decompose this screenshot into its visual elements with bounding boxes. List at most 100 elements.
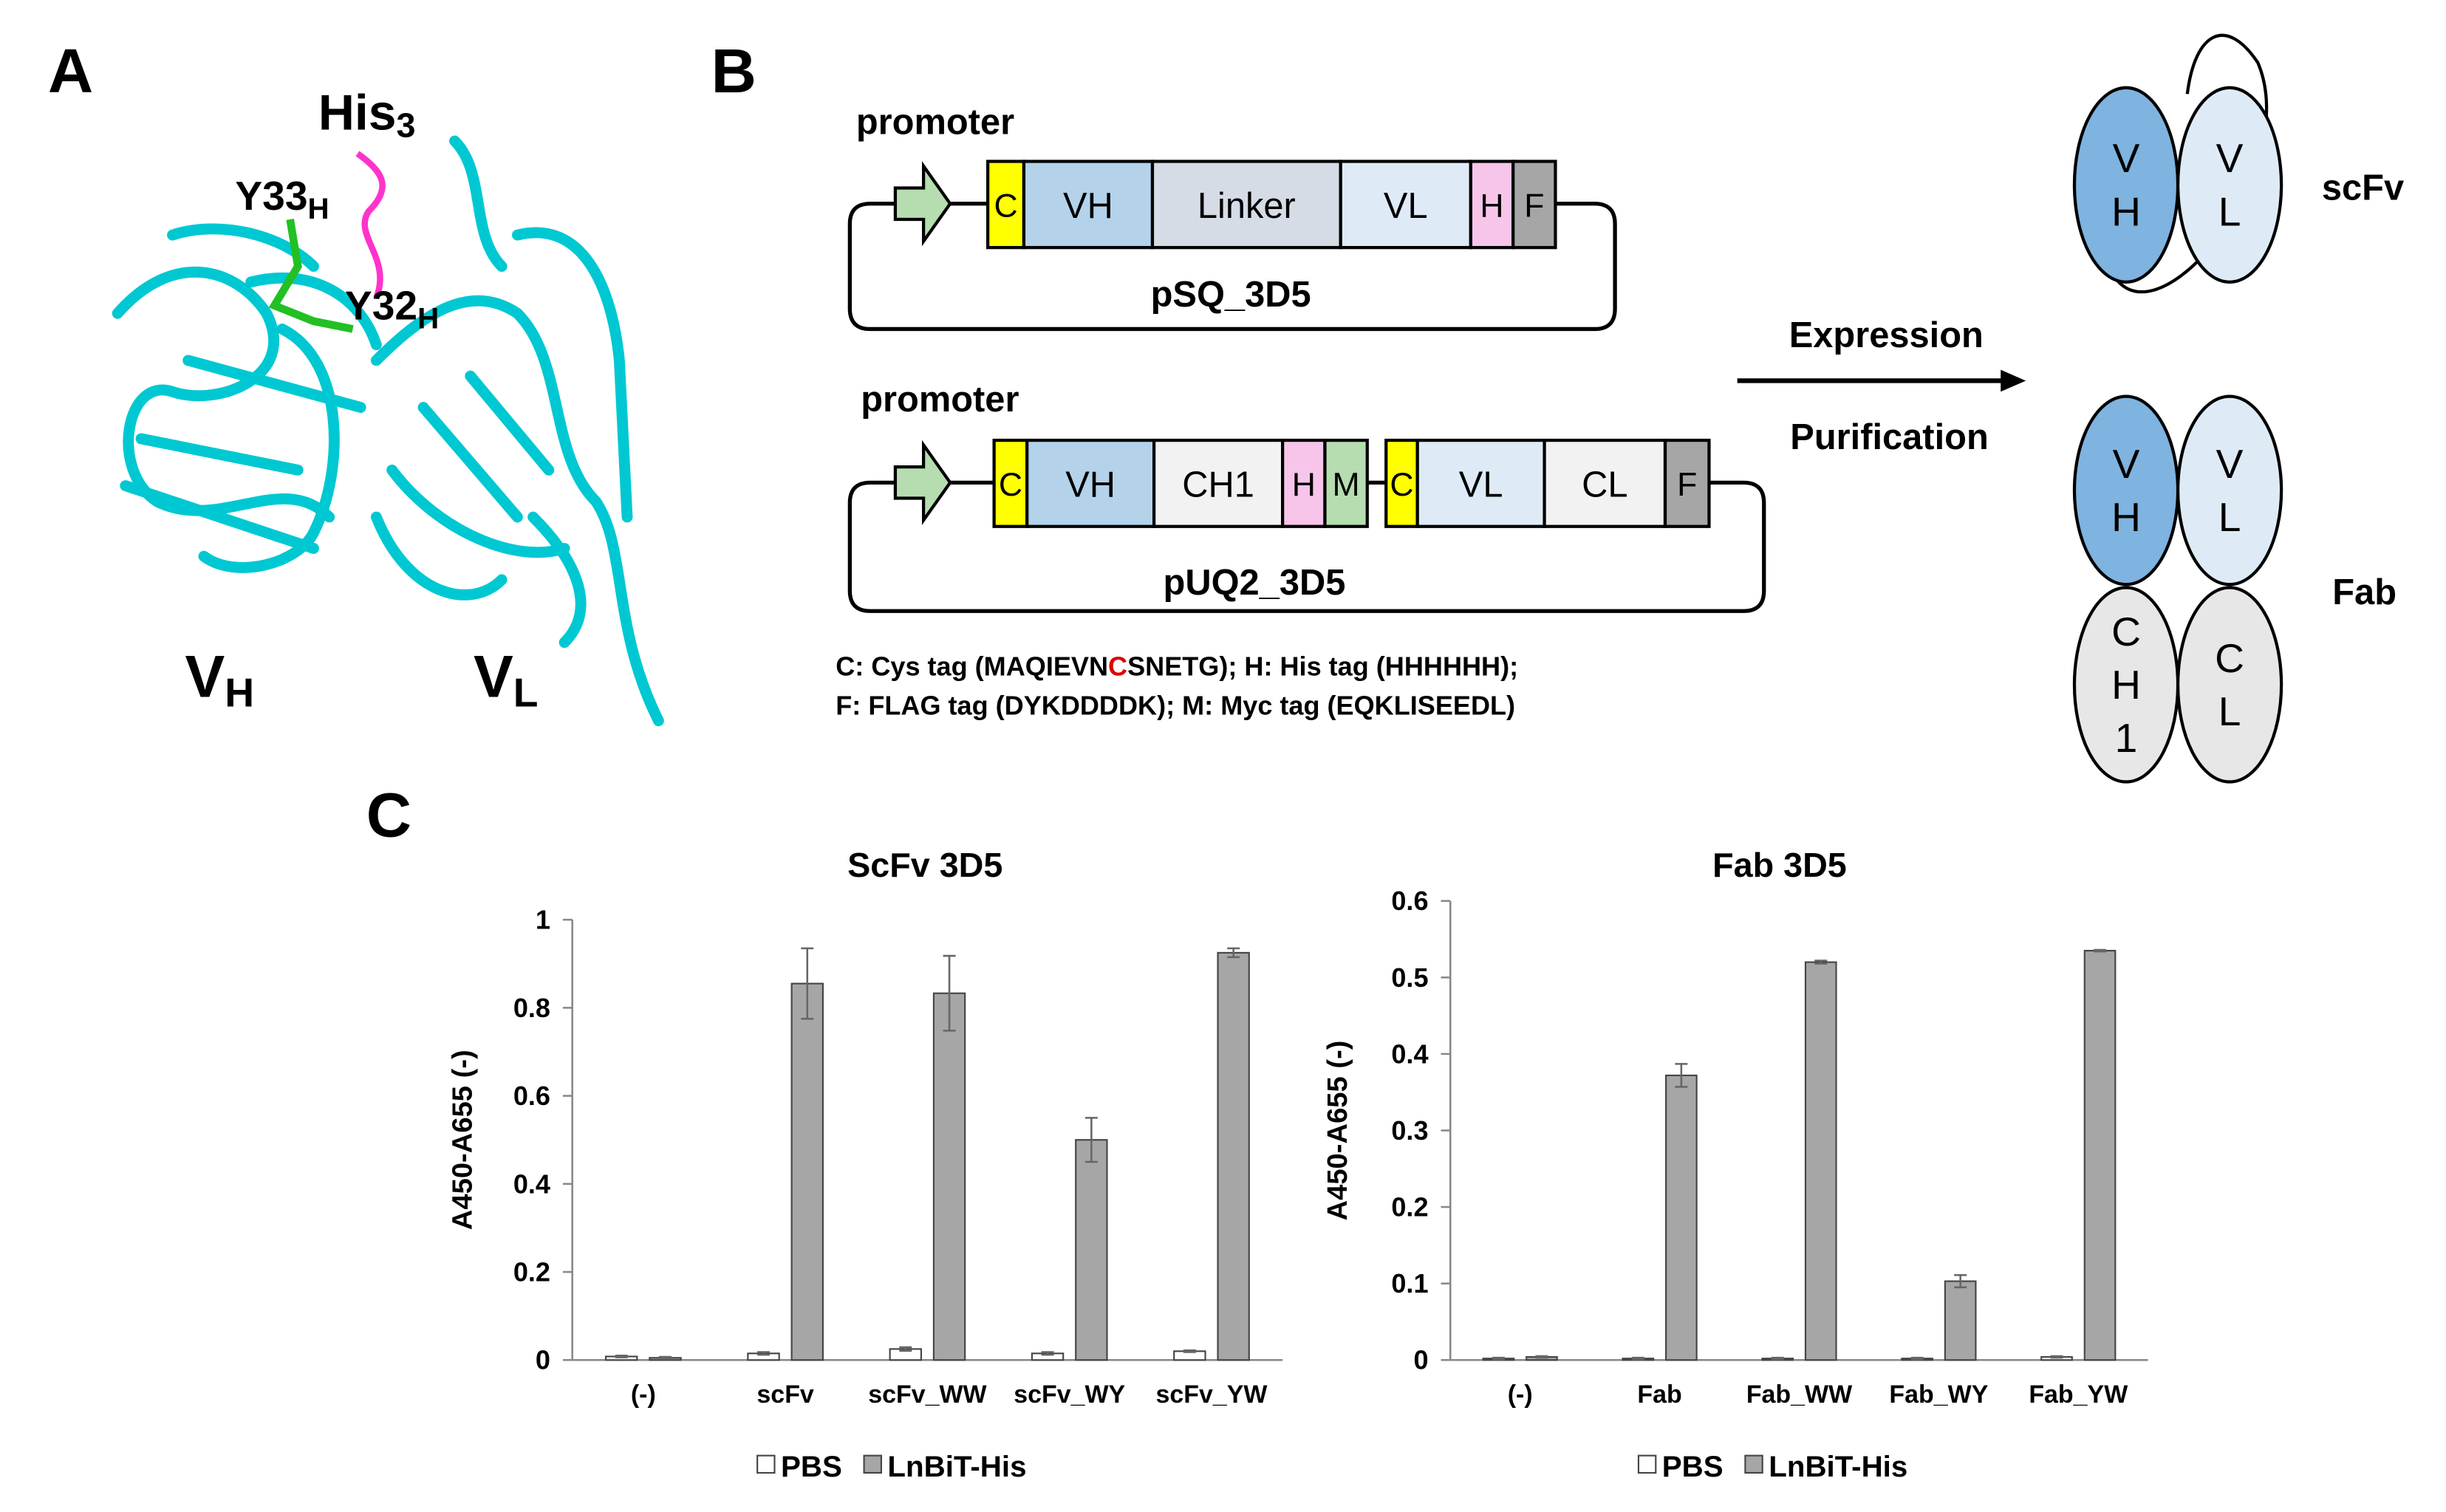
formats: V HV LV HV LC H 1C L (2072, 86, 2283, 784)
y-tick-label: 0 (1413, 1345, 1428, 1375)
segment (1339, 160, 1472, 250)
error-bar (1227, 947, 1240, 959)
legend-label: LnBiT-His (887, 1450, 1026, 1483)
charts: ScFv 3D5 A450-A655 (-) 0 0.2 0.4 0.6 0.8 1 (-) sc… (447, 846, 2148, 1483)
segment-label: F (1524, 188, 1544, 224)
segment-label: H (1292, 467, 1316, 503)
domain (2176, 394, 2283, 586)
legend-label: PBS (1662, 1450, 1724, 1483)
legend-label: PBS (781, 1450, 842, 1483)
legend-part: C (1108, 651, 1127, 681)
tag-legend-line: F: FLAG tag (DYKDDDDK); M: Myc tag (EQKL… (836, 690, 1515, 720)
y-tick-label: 0.3 (1391, 1115, 1428, 1146)
error-bar (1910, 1356, 1924, 1361)
error-bar (1492, 1356, 1505, 1361)
residue-label: Y32H (345, 283, 439, 335)
segment (1543, 438, 1667, 528)
domain-label: VH (185, 643, 254, 715)
segment-label: VL (1384, 186, 1428, 226)
segments: C VH Linker VL H FC VH CH1 H M C VL CL F (986, 160, 1711, 528)
bar (790, 982, 824, 1361)
y-tick-label: 0.1 (1391, 1268, 1428, 1299)
error-bar (1084, 1117, 1098, 1163)
segment-label: VL (1459, 465, 1503, 505)
bar (1944, 1280, 1977, 1361)
error-bar (899, 1346, 912, 1352)
label-sub: H (308, 192, 329, 225)
domain-letter: L (2218, 188, 2241, 234)
segment-label: F (1677, 467, 1697, 503)
bar (1665, 1074, 1698, 1361)
segment (1663, 438, 1711, 528)
label-base: Y32 (345, 283, 417, 329)
plasmid-name: pUQ2_3D5 (1164, 563, 1346, 603)
segment-label: C (1390, 467, 1413, 503)
domain-letter: V (2113, 135, 2140, 181)
error-bar (1954, 1273, 1967, 1289)
x-tick-label: (-) (631, 1381, 656, 1409)
x-tick-label: Fab (1637, 1381, 1681, 1409)
segment-label: VH (1063, 186, 1113, 226)
domain-label: VL (474, 643, 539, 715)
process-step: Expression (1789, 315, 1984, 355)
promoter-arrow (893, 439, 952, 525)
segment-label: H (1480, 188, 1503, 224)
promoter-arrow (893, 161, 952, 247)
error-bar (1675, 1063, 1688, 1088)
segment (1323, 438, 1369, 528)
segment (1281, 438, 1327, 528)
error-bar (1771, 1356, 1784, 1361)
legend-part: C: Cys tag (MAQIEVN (836, 651, 1108, 681)
domain-letter: H (2111, 494, 2141, 540)
segment (1511, 160, 1557, 250)
y-tick-label: 0.5 (1391, 962, 1428, 993)
promoter-label: promoter (861, 380, 1019, 420)
panel-label: B (711, 35, 756, 106)
legend-swatch (1744, 1454, 1763, 1474)
x-tick-label: scFv (756, 1381, 814, 1409)
bar (1804, 961, 1837, 1361)
bar (932, 992, 966, 1361)
domain (2176, 586, 2283, 784)
segment-label: C (994, 188, 1017, 224)
domain-letter: L (2218, 688, 2241, 734)
domain (2176, 86, 2283, 284)
error-bar (2050, 1355, 2063, 1359)
domain-letter: C (2111, 609, 2141, 654)
x-tick-label: scFv_YW (1156, 1381, 1268, 1409)
error-bar (1631, 1356, 1644, 1361)
segment (1150, 160, 1342, 250)
legend-part: F: FLAG tag (DYKDDDDK); M: Myc tag (EQKL… (836, 690, 1515, 720)
error-bar (2094, 948, 2107, 953)
error-bar (1041, 1351, 1054, 1356)
domain-letter: L (2218, 494, 2241, 540)
error-bar (1535, 1355, 1548, 1359)
legend-label: LnBiT-His (1769, 1450, 1907, 1483)
domain-letter: H (2111, 188, 2141, 234)
label-base: V (185, 643, 225, 710)
chart-title: ScFv 3D5 (847, 846, 1002, 884)
chart-title: Fab 3D5 (1712, 846, 1847, 884)
label-base: His (318, 85, 397, 140)
tag-legend-line: C: Cys tag (MAQIEVNCSNETG); H: His tag (… (836, 651, 1518, 681)
y-axis-label: A450-A655 (-) (1322, 1040, 1353, 1220)
legend-part: SNETG); H: His tag (HHHHHH); (1127, 651, 1518, 681)
domain (2072, 86, 2180, 284)
label-sub: H (225, 670, 254, 716)
format-name: scFv (2322, 168, 2404, 208)
x-tick-label: Fab_YW (2029, 1381, 2128, 1409)
error-bar (1183, 1349, 1196, 1353)
x-tick-label: (-) (1508, 1381, 1533, 1409)
domain-letter: 1 (2115, 715, 2138, 761)
plasmid-loop (847, 480, 1766, 613)
segment (1415, 438, 1546, 528)
x-tick-label: scFv_WW (868, 1381, 986, 1409)
error-bar (1814, 959, 1828, 965)
label-sub: L (513, 670, 539, 716)
segment-label: CL (1582, 465, 1627, 505)
legend-swatch (756, 1454, 776, 1474)
